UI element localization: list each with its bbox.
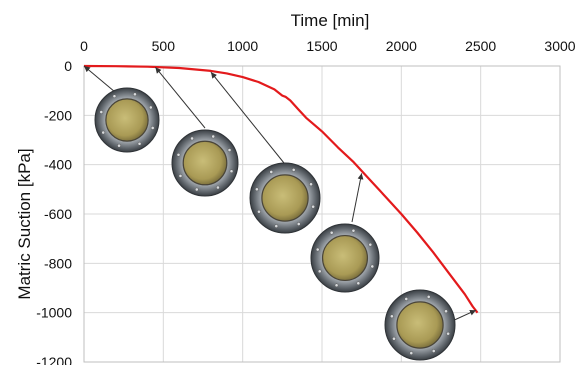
specimen-bolt — [311, 204, 315, 209]
specimen-bolt — [431, 349, 436, 353]
specimen-bolt — [309, 182, 313, 187]
specimen-bolt — [269, 170, 274, 174]
specimen-bolt — [444, 309, 448, 314]
specimen-bolt — [255, 187, 259, 192]
specimen-soil — [396, 301, 444, 349]
specimen-bolt — [291, 168, 296, 172]
specimen-bolt — [404, 297, 409, 301]
x-tick-label: 0 — [80, 38, 88, 54]
y-tick-label: -1000 — [36, 305, 72, 321]
x-tick-label: 1000 — [227, 38, 258, 54]
specimen-bolt — [101, 130, 106, 135]
specimen-soil — [261, 174, 309, 222]
specimen-soil — [321, 234, 369, 282]
specimen-bolt — [216, 185, 220, 190]
specimen-photo — [310, 223, 380, 293]
x-tick-label: 2000 — [386, 38, 417, 54]
x-axis-ticks: 0 500 1000 1500 2000 2500 3000 — [80, 38, 576, 54]
specimen-bolt — [229, 169, 234, 174]
specimen-bolt — [178, 174, 183, 178]
specimen-bolt — [112, 94, 117, 99]
specimen-bolt — [370, 264, 375, 269]
x-tick-label: 3000 — [544, 38, 575, 54]
specimen-bolt — [227, 148, 232, 152]
y-tick-label: -600 — [44, 206, 72, 222]
specimen-bolt — [117, 143, 121, 148]
specimen-bolt — [409, 351, 414, 355]
specimen-bolt — [148, 105, 153, 110]
specimen-bolt — [390, 314, 394, 319]
specimen-soil — [105, 98, 149, 142]
annotation-arrow — [83, 65, 116, 93]
specimen-bolt — [296, 222, 301, 226]
specimen-photo — [171, 129, 239, 197]
specimen-bolt — [99, 110, 104, 114]
specimen-bolt — [137, 141, 142, 146]
specimen-bolt — [351, 228, 356, 233]
specimen-bolt — [190, 136, 194, 141]
specimen-bolt — [329, 230, 334, 235]
y-tick-label: 0 — [64, 58, 72, 74]
x-axis-title: Time [min] — [291, 11, 370, 30]
specimen-bolt — [150, 126, 155, 130]
specimen-soil — [182, 140, 228, 186]
specimen-bolt — [392, 336, 396, 341]
specimen-bolt — [317, 269, 322, 274]
annotation-arrow — [210, 71, 285, 164]
y-axis-ticks: 0 -200 -400 -600 -800 -1000 -1200 — [36, 58, 72, 365]
x-tick-label: 2500 — [465, 38, 496, 54]
annotation-arrow — [351, 173, 364, 223]
x-tick-label: 500 — [152, 38, 176, 54]
annotation-arrow — [155, 66, 206, 129]
y-tick-label: -400 — [44, 157, 72, 173]
specimen-photo — [384, 289, 456, 361]
x-tick-label: 1500 — [306, 38, 337, 54]
specimen-bolt — [426, 295, 431, 299]
specimen-bolt — [315, 247, 320, 252]
series-layer — [83, 64, 479, 314]
y-tick-label: -200 — [44, 107, 72, 123]
specimen-bolt — [176, 152, 181, 157]
annotation-layer — [83, 65, 477, 361]
specimen-bolt — [446, 331, 450, 336]
specimen-bolt — [194, 187, 199, 192]
specimen-photo — [249, 162, 321, 234]
specimen-bolt — [133, 92, 137, 97]
specimen-bolt — [368, 242, 373, 247]
specimen-bolt — [274, 224, 279, 228]
specimen-photo — [94, 87, 160, 153]
suction-curve-line — [83, 64, 479, 314]
specimen-bolt — [356, 281, 361, 286]
specimen-bolt — [211, 134, 216, 139]
plot-area-frame — [83, 65, 561, 363]
y-axis-title: Matric Suction [kPa] — [15, 148, 34, 299]
specimen-bolt — [334, 283, 339, 288]
y-tick-label: -800 — [44, 255, 72, 271]
y-tick-label: -1200 — [36, 354, 72, 365]
specimen-bolt — [257, 209, 261, 214]
